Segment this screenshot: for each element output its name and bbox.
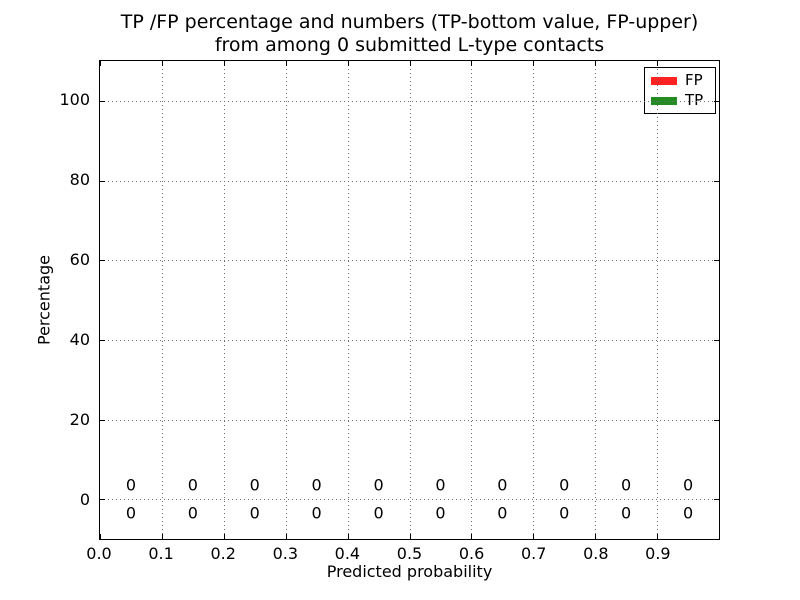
fp-count-label: 0 — [311, 475, 322, 495]
h-gridline — [100, 180, 719, 182]
v-gridline — [595, 61, 597, 539]
tp-count-label: 0 — [249, 503, 260, 523]
x-tick-label: 0.2 — [210, 544, 236, 563]
tp-count-label: 0 — [682, 503, 694, 523]
x-tick-label: 0.8 — [583, 544, 609, 563]
tick-mark-top — [471, 61, 473, 66]
x-axis-label: Predicted probability — [326, 562, 493, 581]
legend-swatch-tp — [651, 96, 677, 105]
tick-mark-bottom — [285, 534, 287, 539]
x-tick-label: 0.7 — [520, 544, 547, 563]
v-gridline — [347, 61, 349, 539]
tick-mark-bottom — [471, 534, 473, 539]
x-tick-label: 0.5 — [396, 544, 423, 563]
v-gridline — [161, 61, 163, 539]
v-gridline — [471, 61, 473, 539]
tick-mark-left — [100, 339, 105, 341]
tp-count-label: 0 — [125, 503, 137, 523]
tick-mark-top — [657, 61, 659, 66]
legend-item-tp: TP — [651, 93, 709, 108]
fp-count-label: 0 — [621, 475, 632, 495]
tp-count-label: 0 — [435, 503, 446, 523]
tick-mark-right — [714, 419, 719, 421]
x-tick-label: 0.0 — [86, 544, 112, 563]
tick-mark-right — [714, 339, 719, 341]
plot-area: FP TP 0 0 0 0 0 0 0 0 0 0 0 0 0 0 0 0 0 0 0 0 — [99, 60, 720, 540]
tick-mark-bottom — [223, 534, 225, 539]
tick-mark-left — [100, 499, 105, 501]
v-gridline — [657, 61, 659, 539]
fp-count-label: 0 — [373, 475, 384, 495]
tick-mark-top — [161, 61, 163, 66]
tick-mark-bottom — [657, 534, 659, 539]
tick-mark-top — [533, 61, 535, 66]
tick-mark-left — [100, 260, 105, 262]
h-gridline — [100, 419, 719, 421]
tick-mark-top — [347, 61, 349, 66]
tick-mark-bottom — [347, 534, 349, 539]
fp-count-label: 0 — [187, 475, 198, 495]
h-gridline — [100, 260, 719, 262]
tick-mark-top — [223, 61, 225, 66]
tick-mark-left — [100, 180, 105, 182]
y-tick-label: 80 — [69, 170, 90, 189]
fp-count-label: 0 — [125, 475, 137, 495]
tick-mark-top — [100, 61, 101, 66]
y-tick-label: 100 — [59, 90, 90, 109]
v-gridline — [533, 61, 535, 539]
h-gridline — [100, 499, 719, 501]
x-tick-label: 0.9 — [645, 544, 671, 563]
tick-mark-bottom — [409, 534, 411, 539]
v-gridline — [223, 61, 225, 539]
tp-count-label: 0 — [621, 503, 632, 523]
y-tick-label: 40 — [69, 330, 90, 349]
v-gridline — [285, 61, 287, 539]
tp-count-label: 0 — [187, 503, 198, 523]
h-gridline — [100, 339, 719, 341]
tick-mark-bottom — [100, 534, 101, 539]
x-tick-label: 0.4 — [334, 544, 361, 563]
y-tick-label: 60 — [69, 250, 90, 269]
chart-title: TP /FP percentage and numbers (TP-bottom… — [120, 11, 699, 56]
tick-mark-right — [714, 260, 719, 262]
tp-count-label: 0 — [497, 503, 508, 523]
tick-mark-top — [285, 61, 287, 66]
legend-box: FP TP — [644, 67, 716, 114]
h-gridline — [100, 100, 719, 102]
tick-mark-bottom — [161, 534, 163, 539]
fp-count-label: 0 — [497, 475, 508, 495]
legend-swatch-fp — [651, 76, 677, 85]
tick-mark-left — [100, 419, 105, 421]
v-gridline — [409, 61, 411, 539]
x-tick-label: 0.3 — [272, 544, 299, 563]
tick-mark-bottom — [595, 534, 597, 539]
legend-label-tp: TP — [685, 91, 704, 109]
tp-count-label: 0 — [373, 503, 384, 523]
y-tick-label: 0 — [79, 490, 90, 509]
x-tick-label: 0.6 — [458, 544, 485, 563]
fp-count-label: 0 — [682, 475, 694, 495]
y-tick-label: 20 — [69, 410, 90, 429]
tick-mark-bottom — [533, 534, 535, 539]
tick-mark-left — [100, 100, 105, 102]
tick-mark-right — [714, 499, 719, 501]
legend-item-fp: FP — [651, 73, 709, 88]
tick-mark-right — [714, 100, 719, 102]
x-tick-label: 0.1 — [148, 544, 174, 563]
fp-count-label: 0 — [559, 475, 570, 495]
tick-mark-top — [409, 61, 411, 66]
tp-count-label: 0 — [559, 503, 570, 523]
tp-count-label: 0 — [311, 503, 322, 523]
fp-count-label: 0 — [435, 475, 446, 495]
tick-mark-top — [595, 61, 597, 66]
tick-mark-right — [714, 180, 719, 182]
legend-label-fp: FP — [685, 71, 703, 89]
fp-count-label: 0 — [249, 475, 260, 495]
